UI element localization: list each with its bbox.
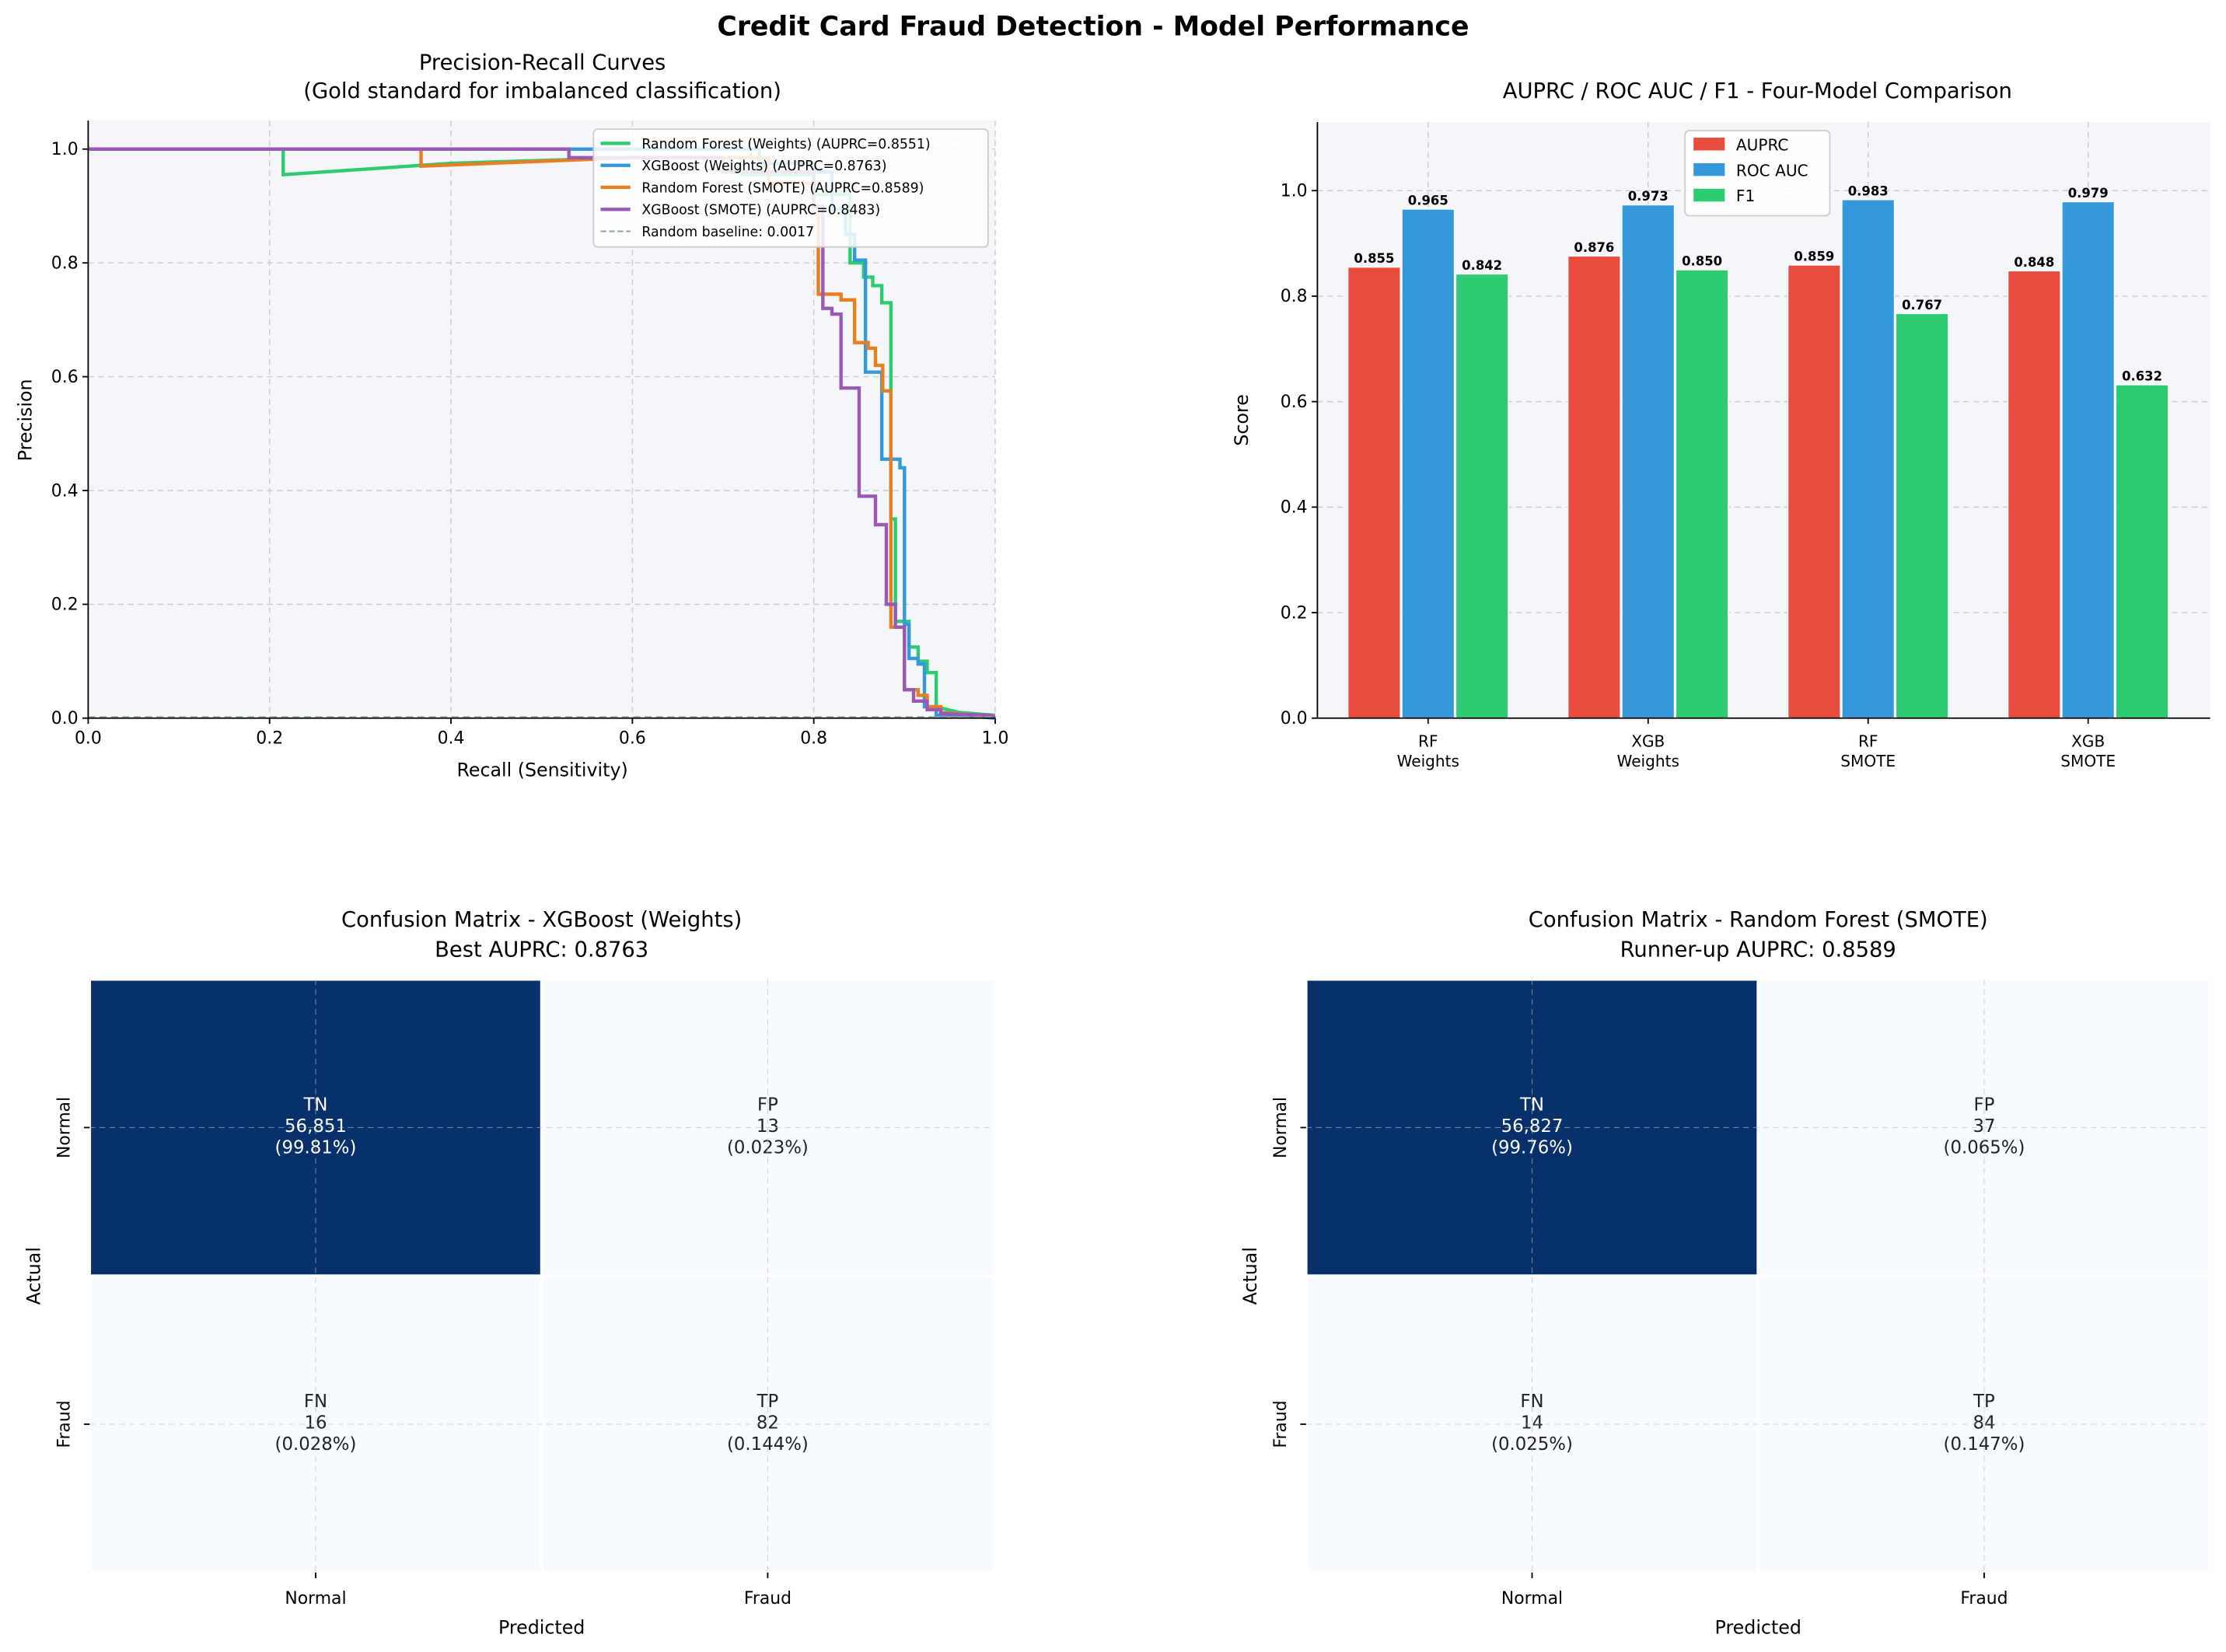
y-tick-label: 1.0: [1281, 182, 1308, 201]
y-axis-label: Actual: [23, 1247, 44, 1304]
chart-title: Precision-Recall Curves: [419, 51, 666, 75]
x-tick-label: 0.2: [256, 729, 283, 749]
legend-swatch: [1693, 138, 1725, 151]
x-tick-label: Normal: [285, 1589, 346, 1608]
y-tick-label: 1.0: [51, 140, 79, 159]
chart-subtitle: Runner-up AUPRC: 0.8589: [1620, 938, 1896, 962]
y-tick-label: 0.0: [1281, 709, 1308, 728]
bar-value-label: 0.973: [1628, 189, 1669, 204]
chart-subtitle: (Gold standard for imbalanced classifica…: [303, 79, 781, 103]
y-tick-label: 0.2: [1281, 603, 1308, 623]
bar-value-label: 0.767: [1902, 298, 1942, 313]
y-tick-label: 0.6: [51, 368, 79, 387]
x-tick-label: 0.4: [438, 729, 465, 749]
legend-swatch: [1693, 188, 1725, 202]
bar-roc-auc: [1621, 204, 1676, 719]
legend-entry: Random Forest (SMOTE) (AUPRC=0.8589): [641, 180, 924, 196]
cm-cell-tn: [88, 977, 543, 1278]
bar-value-label: 0.876: [1574, 240, 1614, 255]
bar-value-label: 0.965: [1408, 193, 1448, 208]
legend: Random Forest (Weights) (AUPRC=0.8551) XG…: [592, 128, 989, 248]
x-tick-label: Weights: [1617, 752, 1679, 770]
chart-subtitle: Best AUPRC: 0.8763: [435, 938, 648, 962]
y-tick-label: 0.6: [1281, 393, 1308, 412]
y-axis-label: Precision: [14, 379, 36, 461]
x-axis-label: Predicted: [498, 1616, 585, 1638]
x-tick-label: Fraud: [744, 1589, 792, 1608]
x-axis-label: Recall (Sensitivity): [456, 760, 627, 781]
y-tick-label: Fraud: [55, 1400, 75, 1448]
bar-chart: 0.0 0.2 0.4 0.6 0.8 1.0 RF Weights XGB Weights RF S…: [1231, 79, 2210, 770]
pr-chart: 0.0 0.2 0.4 0.6 0.8 1.0 0.0 0.2 0.4 0.6 0.8 1.0 Prec…: [14, 51, 1008, 781]
bar-f1: [2115, 384, 2169, 719]
x-tick-label: XGB: [2071, 732, 2105, 750]
y-tick-label: 0.4: [51, 481, 79, 501]
legend-entry: Random Forest (Weights) (AUPRC=0.8551): [641, 137, 930, 152]
bar-roc-auc: [1841, 199, 1896, 719]
suptitle: Credit Card Fraud Detection - Model Perf…: [717, 12, 1469, 43]
legend-entry: Random baseline: 0.0017: [641, 225, 814, 240]
bar-auprc: [2007, 270, 2061, 719]
legend-entry: F1: [1736, 187, 1755, 205]
y-axis-label: Score: [1231, 394, 1253, 445]
legend-entry: XGBoost (Weights) (AUPRC=0.8763): [641, 159, 886, 174]
bar-value-label: 0.979: [2068, 186, 2109, 201]
bar-value-label: 0.983: [1848, 183, 1889, 198]
y-tick-label: 0.8: [1281, 287, 1308, 306]
legend-box: [592, 128, 989, 248]
chart-title: Confusion Matrix - Random Forest (SMOTE): [1529, 908, 1988, 932]
y-tick-label: Normal: [1271, 1097, 1291, 1158]
cm-cell-fn: [88, 1274, 543, 1574]
bar-value-label: 0.859: [1794, 249, 1834, 264]
y-tick-label: Normal: [55, 1097, 75, 1158]
confusion-matrix-xgb-weights: TN56,851(99.81%)FP13(0.023%)FN16(0.028%)…: [23, 908, 995, 1638]
legend: AUPRC ROC AUC F1: [1684, 130, 1831, 217]
y-tick-label: Fraud: [1271, 1400, 1291, 1448]
bar-value-label: 0.855: [1354, 251, 1394, 266]
x-tick-label: SMOTE: [2060, 752, 2116, 770]
x-tick-label: RF: [1418, 732, 1438, 750]
x-tick-label: 0.6: [619, 729, 646, 749]
x-tick-label: Weights: [1397, 752, 1459, 770]
confusion-matrix-rf-smote: TN56,827(99.76%)FP37(0.065%)FN14(0.025%)…: [1239, 908, 2212, 1638]
cm-cell-fn: [1304, 1274, 1760, 1574]
y-axis-label: Actual: [1239, 1247, 1261, 1304]
legend-entry: XGBoost (SMOTE) (AUPRC=0.8483): [641, 203, 880, 218]
y-tick-label: 0.2: [51, 595, 79, 615]
bar-f1: [1455, 273, 1509, 719]
bar-value-label: 0.632: [2122, 368, 2162, 383]
bar-auprc: [1567, 255, 1621, 719]
chart-title: Confusion Matrix - XGBoost (Weights): [341, 908, 742, 932]
x-tick-label: 1.0: [982, 729, 1009, 749]
bar-auprc: [1347, 266, 1401, 719]
chart-title: AUPRC / ROC AUC / F1 - Four-Model Compar…: [1503, 79, 2012, 103]
bar-value-label: 0.850: [1682, 254, 1722, 269]
legend-swatch: [1693, 162, 1725, 176]
x-tick-label: RF: [1858, 732, 1878, 750]
bar-roc-auc: [2061, 201, 2116, 719]
y-tick-label: 0.0: [51, 709, 79, 728]
bar-roc-auc: [1401, 208, 1455, 719]
bar-value-label: 0.848: [2014, 255, 2054, 270]
bar-f1: [1675, 269, 1729, 719]
x-tick-label: Normal: [1501, 1589, 1563, 1608]
x-axis-label: Predicted: [1715, 1616, 1801, 1638]
x-tick-label: 0.8: [800, 729, 827, 749]
y-tick-label: 0.4: [1281, 498, 1308, 518]
bar-f1: [1895, 313, 1949, 719]
x-tick-label: 0.0: [75, 729, 102, 749]
x-tick-label: SMOTE: [1840, 752, 1896, 770]
legend-entry: ROC AUC: [1736, 161, 1808, 180]
x-tick-label: Fraud: [1960, 1589, 2008, 1608]
bar-value-label: 0.842: [1462, 258, 1502, 273]
x-tick-label: XGB: [1631, 732, 1665, 750]
y-tick-label: 0.8: [51, 253, 79, 273]
bar-auprc: [1787, 264, 1841, 719]
legend-entry: AUPRC: [1736, 136, 1789, 155]
